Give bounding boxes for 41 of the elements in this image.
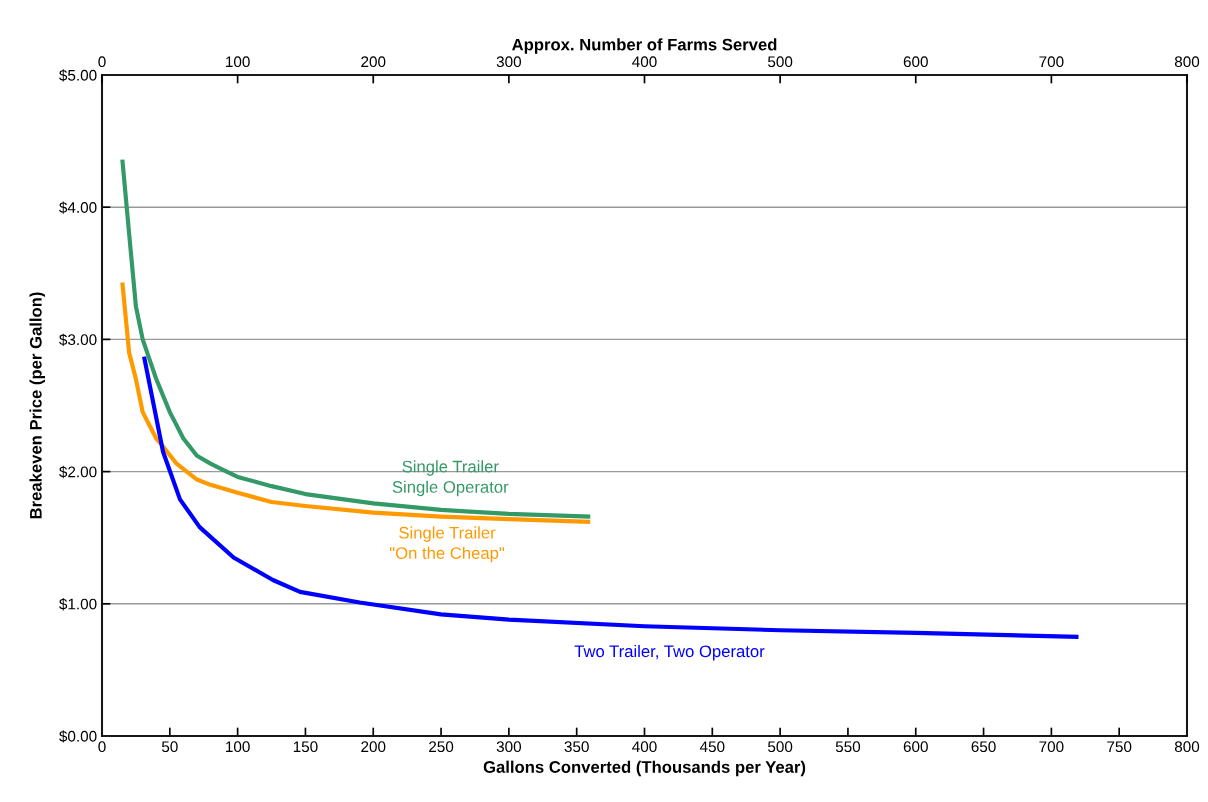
x-tick-label: 750 <box>1107 741 1132 753</box>
y-axis-title: Breakeven Price (per Gallon) <box>29 292 46 519</box>
x2-tick-label: 500 <box>767 56 793 68</box>
x2-tick-label: 800 <box>1174 56 1200 68</box>
series-label: Single Trailer Single Operator <box>392 460 509 497</box>
x-tick-label: 400 <box>632 741 657 753</box>
x-tick-label: 650 <box>971 741 996 753</box>
x2-tick-label: 0 <box>98 56 106 68</box>
x2-tick-label: 700 <box>1039 56 1064 68</box>
y-tick-label: $0.00 <box>59 730 97 743</box>
x-tick-label: 300 <box>496 741 522 753</box>
x-axis-title: Gallons Converted (Thousands per Year) <box>483 760 806 777</box>
x-tick-label: 500 <box>767 741 793 753</box>
x-tick-label: 800 <box>1174 741 1200 753</box>
x-tick-label: 150 <box>293 741 318 753</box>
x-tick-label: 600 <box>903 741 928 753</box>
x2-tick-label: 200 <box>361 56 386 68</box>
x2-tick-label: 100 <box>226 56 250 68</box>
x-tick-label: 450 <box>699 741 725 753</box>
x2-axis-title: Approx. Number of Farms Served <box>512 38 777 54</box>
line-series <box>120 280 593 524</box>
x-tick-label: 100 <box>226 741 250 753</box>
x-tick-label: 700 <box>1039 741 1064 753</box>
line-series <box>120 157 593 519</box>
y-tick-label: $4.00 <box>59 201 97 214</box>
x-tick-label: 200 <box>361 741 386 753</box>
series-label: Two Trailer, Two Operator <box>574 644 765 661</box>
x-tick-label: 350 <box>564 741 589 753</box>
series-label: Single Trailer "On the Cheap" <box>389 526 505 563</box>
y-tick-label: $5.00 <box>59 69 97 82</box>
x-tick-label: 550 <box>835 741 861 753</box>
line-series <box>141 354 1081 639</box>
x-tick-label: 50 <box>161 741 178 753</box>
x2-tick-label: 400 <box>632 56 657 68</box>
x-tick-label: 250 <box>429 741 454 753</box>
y-tick-label: $3.00 <box>59 333 97 346</box>
y-tick-label: $1.00 <box>59 598 97 611</box>
x2-tick-label: 300 <box>496 56 522 68</box>
x2-tick-label: 600 <box>903 56 928 68</box>
x-tick-label: 0 <box>98 741 106 753</box>
y-tick-label: $2.00 <box>59 465 97 479</box>
